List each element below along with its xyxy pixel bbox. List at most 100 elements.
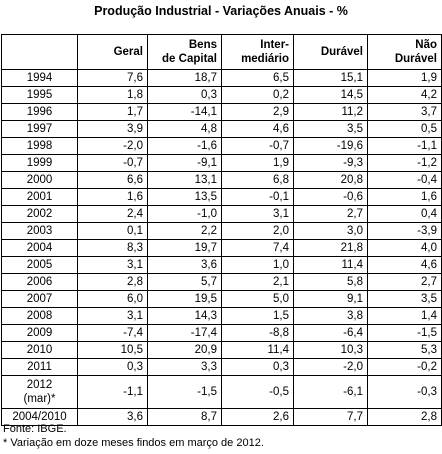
footnote: * Variação em doze meses findos em março… bbox=[3, 437, 264, 449]
table-row: 2002 2,4 -1,0 3,1 2,7 0,4 bbox=[1, 205, 442, 223]
cell-intermediario: -0,7 bbox=[221, 137, 294, 155]
table-row: 2009 -7,4 -17,4 -8,8 -6,4 -1,5 bbox=[1, 324, 442, 342]
cell-intermediario: 11,4 bbox=[221, 341, 294, 359]
table-row: 2004/2010 3,6 8,7 2,6 7,7 2,8 bbox=[1, 408, 442, 426]
row-year-text: 2010 bbox=[26, 344, 53, 356]
row-year: 2010 bbox=[1, 341, 78, 359]
cell-nao-duravel: 4,6 bbox=[367, 256, 442, 274]
cell-intermediario: 4,6 bbox=[221, 120, 294, 138]
cell-bens-de-capital: -17,4 bbox=[147, 324, 222, 342]
cell-intermediario: 1,0 bbox=[221, 256, 294, 274]
cell-duravel: -0,6 bbox=[293, 188, 368, 206]
cell-nao-duravel: -0,4 bbox=[367, 171, 442, 189]
cell-nao-duravel: 2,7 bbox=[367, 273, 442, 291]
table-row: 2001 1,6 13,5 -0,1 -0,6 1,6 bbox=[1, 188, 442, 206]
cell-geral: 1,7 bbox=[77, 103, 148, 121]
cell-intermediario: 3,1 bbox=[221, 205, 294, 223]
cell-intermediario: 7,4 bbox=[221, 239, 294, 257]
cell-bens-de-capital: 18,7 bbox=[147, 69, 222, 87]
row-year-text: 2007 bbox=[26, 293, 53, 305]
cell-duravel: 9,1 bbox=[293, 290, 368, 308]
row-year-text: 2008 bbox=[26, 310, 53, 322]
cell-bens-de-capital: 3,3 bbox=[147, 358, 222, 376]
row-year-text: 1998 bbox=[26, 140, 53, 152]
row-year-text: 2009 bbox=[26, 327, 53, 339]
row-year-text: (mar)* bbox=[23, 393, 56, 405]
cell-nao-duravel: 3,7 bbox=[367, 103, 442, 121]
row-year: 2004 bbox=[1, 239, 78, 257]
cell-geral: 8,3 bbox=[77, 239, 148, 257]
row-year-text: 2004/2010 bbox=[12, 411, 67, 423]
row-year-text: 2004 bbox=[26, 242, 53, 254]
cell-duravel: -19,6 bbox=[293, 137, 368, 155]
cell-nao-duravel: 1,4 bbox=[367, 307, 442, 325]
cell-bens-de-capital: 14,3 bbox=[147, 307, 222, 325]
cell-geral: 7,6 bbox=[77, 69, 148, 87]
table-row: 1995 1,8 0,3 0,2 14,5 4,2 bbox=[1, 86, 442, 104]
cell-geral: 0,3 bbox=[77, 358, 148, 376]
cell-geral: 3,1 bbox=[77, 256, 148, 274]
cell-intermediario: 1,5 bbox=[221, 307, 294, 325]
table-row: 2003 0,1 2,2 2,0 3,0 -3,9 bbox=[1, 222, 442, 240]
cell-bens-de-capital: 4,8 bbox=[147, 120, 222, 138]
row-year: 2009 bbox=[1, 324, 78, 342]
cell-duravel: 3,0 bbox=[293, 222, 368, 240]
cell-nao-duravel: 1,6 bbox=[367, 188, 442, 206]
row-year: 1996 bbox=[1, 103, 78, 121]
cell-geral: 6,6 bbox=[77, 171, 148, 189]
cell-nao-duravel: 5,3 bbox=[367, 341, 442, 359]
table-row: 2000 6,6 13,1 6,8 20,8 -0,4 bbox=[1, 171, 442, 189]
cell-intermediario: 5,0 bbox=[221, 290, 294, 308]
cell-bens-de-capital: -9,1 bbox=[147, 154, 222, 172]
cell-nao-duravel: -1,5 bbox=[367, 324, 442, 342]
cell-intermediario: -0,5 bbox=[221, 375, 294, 409]
column-header-intermediario: Inter-mediário bbox=[221, 34, 294, 70]
cell-duravel: -6,4 bbox=[293, 324, 368, 342]
cell-bens-de-capital: -1,5 bbox=[147, 375, 222, 409]
cell-geral: 3,6 bbox=[77, 408, 148, 426]
cell-duravel: 11,2 bbox=[293, 103, 368, 121]
column-header-text: de Capital bbox=[162, 53, 217, 65]
table-row: 2010 10,5 20,9 11,4 10,3 5,3 bbox=[1, 341, 442, 359]
cell-intermediario: 1,9 bbox=[221, 154, 294, 172]
cell-duravel: 7,7 bbox=[293, 408, 368, 426]
table-row: 2011 0,3 3,3 0,3 -2,0 -0,2 bbox=[1, 358, 442, 376]
cell-geral: 6,0 bbox=[77, 290, 148, 308]
row-year: 2007 bbox=[1, 290, 78, 308]
table-row: 1994 7,6 18,7 6,5 15,1 1,9 bbox=[1, 69, 442, 87]
column-header-text: mediário bbox=[241, 53, 289, 65]
row-year: 1995 bbox=[1, 86, 78, 104]
row-year: 2005 bbox=[1, 256, 78, 274]
cell-geral: 1,6 bbox=[77, 188, 148, 206]
cell-intermediario: 6,5 bbox=[221, 69, 294, 87]
cell-intermediario: 2,1 bbox=[221, 273, 294, 291]
cell-bens-de-capital: 2,2 bbox=[147, 222, 222, 240]
cell-nao-duravel: -0,3 bbox=[367, 375, 442, 409]
header-row: Geral Bens de Capital Inter-mediário Durável… bbox=[1, 34, 442, 70]
cell-intermediario: 2,9 bbox=[221, 103, 294, 121]
row-year-text: 2003 bbox=[26, 225, 53, 237]
cell-bens-de-capital: -14,1 bbox=[147, 103, 222, 121]
table-row: 1999 -0,7 -9,1 1,9 -9,3 -1,2 bbox=[1, 154, 442, 172]
cell-nao-duravel: 4,2 bbox=[367, 86, 442, 104]
cell-nao-duravel: -0,2 bbox=[367, 358, 442, 376]
row-year: 1998 bbox=[1, 137, 78, 155]
table-row: 1998 -2,0 -1,6 -0,7 -19,6 -1,1 bbox=[1, 137, 442, 155]
cell-duravel: 20,8 bbox=[293, 171, 368, 189]
row-year-text: 2005 bbox=[26, 259, 53, 271]
column-header-geral: Geral bbox=[77, 34, 148, 70]
row-year-text: 2001 bbox=[26, 191, 53, 203]
column-header-year bbox=[1, 34, 78, 70]
row-year-text: 2000 bbox=[26, 174, 53, 186]
cell-geral: -1,1 bbox=[77, 375, 148, 409]
cell-geral: 2,8 bbox=[77, 273, 148, 291]
row-year: 2008 bbox=[1, 307, 78, 325]
row-year: 2004/2010 bbox=[1, 408, 78, 426]
column-header-text: Durável bbox=[394, 53, 437, 65]
cell-bens-de-capital: 8,7 bbox=[147, 408, 222, 426]
column-header-text: Não bbox=[415, 39, 437, 51]
row-year-text: 1996 bbox=[26, 106, 53, 118]
row-year-text: 2002 bbox=[26, 208, 53, 220]
table-row: 2004 8,3 19,7 7,4 21,8 4,0 bbox=[1, 239, 442, 257]
cell-duravel: 15,1 bbox=[293, 69, 368, 87]
